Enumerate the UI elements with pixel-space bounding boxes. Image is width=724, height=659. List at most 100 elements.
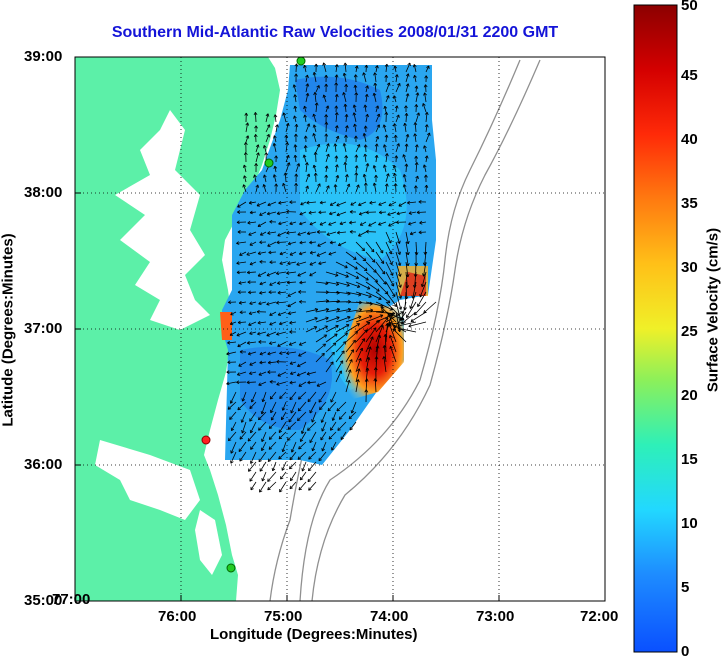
velocity-arrow [287, 281, 297, 284]
velocity-arrow-head [347, 315, 351, 320]
velocity-arrow-head [383, 281, 387, 285]
velocity-arrow [289, 361, 297, 365]
velocity-arrow [304, 114, 307, 123]
velocity-arrow [405, 281, 407, 300]
velocity-arrow-head [324, 174, 329, 178]
velocity-arrow [353, 112, 357, 123]
velocity-arrow [337, 231, 347, 234]
velocity-arrow [355, 338, 365, 353]
velocity-arrow [345, 261, 358, 270]
velocity-arrow-head [384, 74, 389, 78]
velocity-arrow-head [379, 250, 384, 254]
velocity-arrow-head [269, 282, 273, 286]
velocity-arrow [279, 481, 287, 493]
velocity-arrow-head [368, 223, 372, 227]
velocity-arrow-head [372, 182, 377, 186]
velocity-arrow [344, 62, 347, 73]
velocity-arrow [403, 154, 407, 163]
velocity-arrow [239, 431, 247, 440]
velocity-arrow-head [259, 351, 263, 356]
velocity-arrow [395, 105, 398, 113]
velocity-arrow-head [385, 317, 389, 321]
velocity-arrow [297, 231, 307, 236]
station-marker [226, 563, 236, 573]
velocity-arrow [250, 481, 257, 491]
velocity-arrow [410, 311, 427, 322]
velocity-arrow-head [296, 262, 300, 266]
velocity-arrow [277, 231, 287, 237]
velocity-arrow-head [383, 164, 387, 168]
velocity-arrow-head [293, 154, 298, 158]
velocity-arrow-head [415, 92, 420, 96]
velocity-arrow-head [285, 141, 289, 146]
velocity-arrow-head [258, 372, 262, 376]
velocity-arrow [277, 281, 287, 284]
velocity-arrow-head [368, 294, 372, 298]
velocity-arrow [289, 221, 297, 225]
velocity-arrow-head [261, 398, 266, 403]
velocity-arrow-head [250, 460, 254, 464]
velocity-arrow [385, 173, 389, 183]
velocity-arrow [297, 411, 307, 421]
velocity-arrow [385, 271, 395, 287]
velocity-arrow-head [250, 399, 255, 403]
axis-ticks [75, 192, 500, 601]
velocity-arrow-head [376, 124, 381, 128]
velocity-arrow [227, 341, 237, 344]
velocity-arrow [245, 122, 249, 133]
velocity-arrow-head [358, 292, 362, 297]
velocity-arrow-head [289, 252, 294, 256]
velocity-arrow-head [314, 102, 319, 106]
velocity-arrow-head [414, 162, 419, 166]
velocity-arrow-head [255, 144, 260, 148]
velocity-arrow-head [236, 332, 240, 337]
velocity-arrow [365, 346, 371, 363]
sound-water [95, 440, 200, 520]
velocity-arrow [363, 174, 367, 183]
velocity-arrow-head [267, 231, 271, 235]
velocity-arrow-head [345, 125, 349, 129]
velocity-arrow-head [289, 221, 293, 226]
velocity-arrow-head [328, 436, 332, 440]
velocity-arrow [226, 381, 237, 385]
velocity-arrow [395, 74, 398, 83]
velocity-arrow [325, 165, 328, 173]
velocity-arrow [365, 301, 384, 307]
velocity-arrow-head [375, 345, 380, 349]
velocity-arrow [405, 143, 408, 153]
velocity-arrow-head [356, 368, 361, 372]
velocity-arrow [257, 271, 267, 277]
velocity-arrow [255, 144, 259, 153]
velocity-arrow-head [352, 112, 357, 116]
velocity-arrow [276, 271, 287, 274]
velocity-arrow [250, 421, 257, 434]
velocity-arrow [290, 401, 297, 414]
velocity-arrow [299, 251, 307, 255]
velocity-arrow-head [334, 74, 339, 78]
velocity-arrow-head [299, 240, 303, 245]
velocity-arrow-head [299, 280, 303, 285]
velocity-arrow [385, 241, 392, 255]
velocity-arrow-head [276, 240, 280, 245]
velocity-arrow [326, 231, 337, 236]
velocity-arrow [309, 401, 317, 414]
velocity-arrow-head [365, 229, 369, 234]
velocity-arrow-head [267, 478, 271, 482]
velocity-arrow [408, 321, 427, 327]
colorbar-tick: 45 [681, 67, 698, 84]
velocity-arrow [265, 134, 270, 143]
velocity-arrow-head [319, 222, 324, 226]
velocity-arrow [255, 112, 257, 123]
velocity-arrow-head [414, 85, 419, 89]
velocity-arrow-head [308, 487, 312, 491]
velocity-arrow [289, 321, 297, 324]
velocity-arrow-head [412, 64, 417, 68]
velocity-arrow [395, 143, 400, 153]
velocity-arrow [369, 201, 377, 204]
velocity-arrow-head [266, 211, 271, 216]
velocity-arrow-head [359, 222, 364, 226]
velocity-arrow [249, 211, 257, 214]
velocity-arrow-head [253, 134, 258, 138]
velocity-arrow [290, 471, 297, 482]
